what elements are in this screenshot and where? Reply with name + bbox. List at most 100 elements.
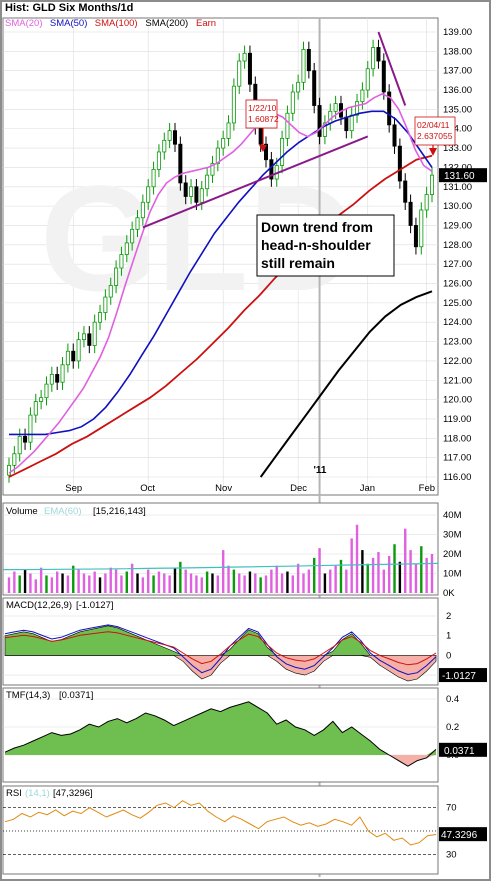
x-axis-label: Nov	[215, 483, 232, 494]
candle-body	[23, 435, 28, 443]
candle-body	[162, 139, 167, 153]
sma50-line	[9, 110, 433, 436]
volume-bar	[313, 557, 316, 593]
candle-body	[306, 49, 311, 72]
volume-bar	[39, 567, 43, 593]
rsi-params: (14,1)	[25, 788, 50, 799]
volume-bar	[82, 573, 86, 593]
candle-body	[12, 453, 17, 466]
volume-bar	[334, 565, 337, 593]
volume-bar	[104, 573, 107, 593]
price-tick-label: 119.00	[443, 414, 471, 425]
tmf-value: [0.0371]	[59, 690, 93, 701]
price-tick-label: 131.00	[443, 182, 472, 193]
volume-bar	[130, 563, 134, 593]
annotation-box-1-text: 1.60872	[248, 114, 279, 124]
candle-body	[242, 52, 247, 62]
candle-body	[199, 188, 204, 203]
candle-body	[33, 401, 38, 416]
volume-bar	[200, 577, 203, 593]
price-tick-label: 121.00	[443, 375, 472, 386]
candle-body	[226, 122, 231, 139]
price-gridlines	[3, 18, 438, 495]
price-tick-label: 127.00	[443, 259, 472, 270]
candle-body	[39, 397, 44, 402]
volume-tick-label: 40M	[443, 510, 462, 521]
macd-badge-value: -1.0127	[442, 671, 476, 682]
chart-title: Hist: GLD Six Months/1d	[5, 2, 133, 14]
candle-body	[397, 145, 402, 182]
volume-bar	[205, 571, 209, 593]
legend-item: SMA(50)	[50, 18, 87, 29]
volume-bar	[393, 544, 396, 593]
annotation-box-1-bg	[245, 99, 278, 129]
volume-bar	[264, 575, 268, 593]
candle-body	[55, 374, 60, 383]
candle-body	[28, 414, 33, 443]
candle-body	[114, 267, 119, 286]
candle-body	[355, 101, 360, 116]
volume-bar	[29, 573, 32, 593]
volume-bar	[93, 571, 96, 593]
rsi-tick-label: 70	[446, 803, 457, 814]
candle-body	[403, 180, 408, 203]
shoulder-trendline	[377, 31, 407, 106]
volume-bar	[136, 573, 139, 593]
candle-body	[135, 217, 140, 230]
note-box	[256, 214, 395, 277]
macd-tick-label: 0	[446, 650, 451, 661]
candle-body	[178, 143, 183, 184]
volume-bar	[13, 571, 16, 593]
volume-bar	[398, 561, 402, 593]
volume-ema-line	[2, 562, 439, 571]
volume-bar	[189, 573, 193, 593]
price-tick-label: 132.00	[443, 162, 472, 173]
annotation-box-2-text: 2.637055	[417, 131, 453, 141]
volume-panel	[2, 502, 439, 596]
volume-value: [15,216,143]	[93, 506, 146, 517]
volume-bar	[377, 552, 380, 593]
volume-bar	[77, 569, 80, 593]
rsi-panel	[2, 785, 439, 875]
candle-body	[280, 138, 285, 166]
candle-body	[387, 91, 392, 126]
tmf-area-positive	[5, 701, 436, 755]
candle-body	[140, 201, 145, 219]
volume-bar	[382, 569, 386, 593]
volume-bar	[318, 548, 321, 593]
volume-bar	[72, 565, 75, 593]
candle-body	[71, 350, 76, 362]
price-tick-label: 137.00	[443, 66, 472, 77]
price-tick-label: 117.00	[443, 453, 471, 464]
candle-body	[258, 126, 263, 145]
candle-body	[146, 186, 151, 203]
candle-body	[365, 68, 370, 91]
candle-body	[65, 350, 70, 366]
candle-body	[44, 383, 49, 399]
candle-body	[221, 138, 226, 149]
tmf-tick-label: 0.2	[446, 722, 459, 733]
x-axis-label: Sep	[65, 483, 82, 494]
volume-bar	[88, 575, 91, 593]
volume-bar	[23, 569, 27, 593]
candle-body	[301, 49, 306, 83]
volume-bar	[211, 573, 214, 593]
volume-bar	[425, 557, 428, 593]
tmf-badge	[439, 742, 487, 757]
volume-bar	[366, 563, 369, 593]
annotation-box-2-bg	[414, 116, 456, 146]
rsi-badge	[439, 827, 487, 842]
rsi-badge-value: 47.3296	[441, 830, 478, 841]
candle-body	[189, 186, 194, 197]
legend-item: SMA(200)	[145, 18, 188, 29]
candle-body	[376, 47, 381, 62]
price-tick-label: 124.00	[443, 317, 472, 328]
macd-histogram-negative	[4, 655, 437, 682]
annotation-box-2: 02/04/112.637055	[414, 116, 456, 146]
volume-bar	[141, 577, 145, 593]
volume-bar	[361, 550, 364, 593]
annotation-arrowhead-2	[429, 148, 437, 156]
sma20-line	[8, 93, 433, 474]
candle-body	[349, 114, 354, 132]
